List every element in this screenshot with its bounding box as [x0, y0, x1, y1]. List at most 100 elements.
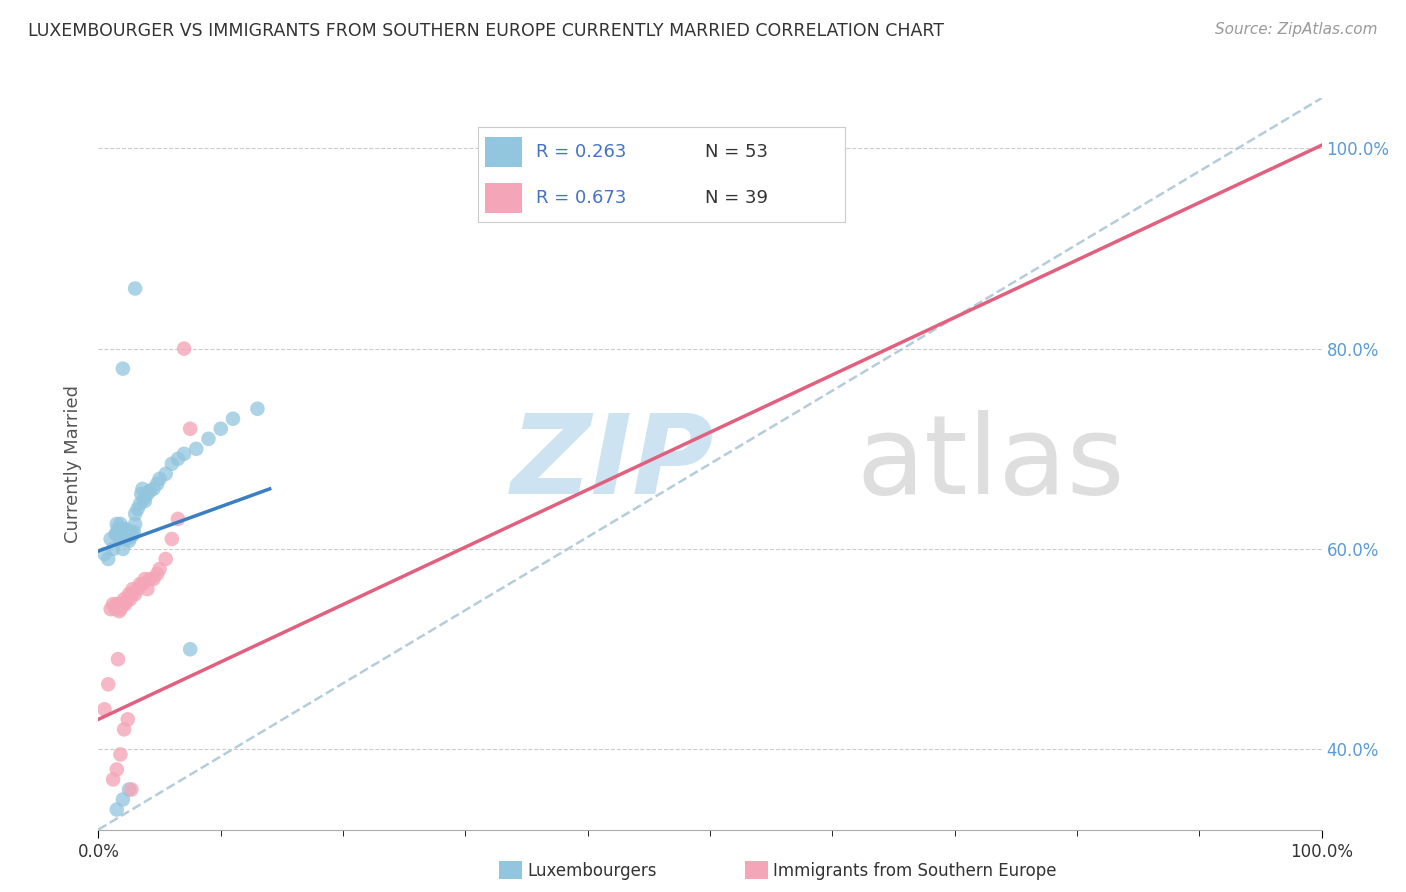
Point [117, 712, 139, 726]
Point [118, 533, 141, 548]
Point [105, 763, 128, 777]
Point [139, 483, 162, 498]
Point [167, 451, 190, 466]
Point [121, 582, 143, 596]
Point [110, 602, 132, 616]
Point [167, 512, 190, 526]
Point [146, 567, 169, 582]
Point [209, 422, 232, 436]
Point [101, 597, 124, 611]
Point [149, 472, 172, 486]
Point [114, 597, 136, 611]
Point [97, 677, 120, 691]
Point [101, 772, 124, 787]
Point [107, 652, 129, 666]
Point [111, 522, 134, 536]
Point [179, 642, 201, 657]
Point [173, 447, 195, 461]
Point [197, 432, 219, 446]
Point [132, 491, 155, 506]
Point [104, 527, 127, 541]
Point [142, 572, 165, 586]
Point [105, 527, 128, 541]
Text: Source: ZipAtlas.com: Source: ZipAtlas.com [1215, 22, 1378, 37]
Point [124, 281, 146, 295]
Point [114, 522, 136, 536]
Text: ZIP: ZIP [510, 410, 714, 517]
Point [149, 562, 172, 576]
Point [107, 597, 129, 611]
Point [112, 527, 135, 541]
Point [111, 541, 134, 556]
Text: LUXEMBOURGER VS IMMIGRANTS FROM SOUTHERN EUROPE CURRENTLY MARRIED CORRELATION CH: LUXEMBOURGER VS IMMIGRANTS FROM SOUTHERN… [28, 22, 943, 40]
Text: N = 53: N = 53 [706, 143, 768, 161]
Point [160, 457, 183, 471]
Point [115, 594, 138, 608]
Point [93, 702, 115, 716]
Point [112, 592, 135, 607]
Point [105, 803, 128, 817]
Point [160, 532, 183, 546]
Point [112, 723, 135, 737]
Point [186, 442, 208, 456]
Point [173, 342, 195, 356]
Point [108, 524, 131, 538]
Point [246, 401, 269, 416]
Point [118, 587, 141, 601]
Y-axis label: Currently Married: Currently Married [65, 384, 83, 543]
Point [136, 487, 159, 501]
Point [131, 482, 153, 496]
Point [120, 592, 142, 607]
Point [104, 602, 127, 616]
Text: atlas: atlas [856, 410, 1125, 517]
Point [155, 467, 177, 481]
Point [108, 604, 131, 618]
Text: R = 0.263: R = 0.263 [536, 143, 627, 161]
Point [110, 516, 132, 531]
Point [107, 522, 129, 536]
Point [111, 792, 134, 806]
Point [155, 552, 177, 566]
Point [134, 494, 156, 508]
Point [120, 587, 142, 601]
Point [124, 587, 146, 601]
Point [127, 502, 149, 516]
Point [111, 361, 134, 376]
Point [127, 582, 149, 596]
Point [122, 524, 145, 539]
Point [124, 507, 146, 521]
Point [115, 532, 138, 546]
Text: Immigrants from Southern Europe: Immigrants from Southern Europe [773, 862, 1057, 880]
Point [121, 528, 143, 542]
Point [93, 547, 115, 561]
Point [117, 527, 139, 541]
Point [129, 497, 152, 511]
Bar [485, 136, 522, 168]
Point [100, 532, 122, 546]
Point [105, 597, 128, 611]
Point [222, 411, 245, 425]
Point [131, 577, 153, 591]
Point [136, 582, 159, 596]
Text: R = 0.673: R = 0.673 [536, 189, 627, 207]
Bar [485, 183, 522, 213]
Point [134, 572, 156, 586]
Text: N = 39: N = 39 [706, 189, 768, 207]
Point [97, 552, 120, 566]
Point [120, 530, 142, 544]
Point [110, 532, 132, 546]
Point [111, 597, 134, 611]
Point [111, 527, 134, 541]
Point [101, 541, 124, 556]
Point [129, 487, 152, 501]
Point [139, 572, 162, 586]
Point [118, 782, 141, 797]
Point [114, 532, 136, 546]
Point [118, 524, 141, 538]
Point [110, 747, 132, 762]
Point [124, 516, 146, 531]
Point [120, 526, 142, 541]
Point [179, 422, 201, 436]
Text: Luxembourgers: Luxembourgers [527, 862, 657, 880]
Point [142, 482, 165, 496]
